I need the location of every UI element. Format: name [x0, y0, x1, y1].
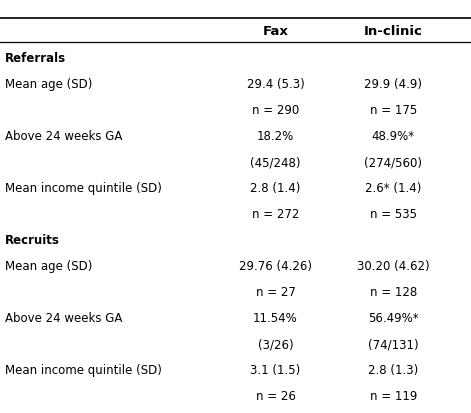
Text: (45/248): (45/248) [250, 156, 301, 169]
Text: n = 119: n = 119 [370, 389, 417, 402]
Text: n = 175: n = 175 [370, 104, 417, 117]
Text: Above 24 weeks GA: Above 24 weeks GA [5, 311, 122, 325]
Text: 48.9%*: 48.9%* [372, 130, 415, 143]
Text: Recruits: Recruits [5, 234, 60, 247]
Text: (3/26): (3/26) [258, 337, 293, 351]
Text: Above 24 weeks GA: Above 24 weeks GA [5, 130, 122, 143]
Text: n = 27: n = 27 [256, 285, 295, 299]
Text: 29.9 (4.9): 29.9 (4.9) [364, 78, 422, 91]
Text: Fax: Fax [263, 24, 288, 38]
Text: In-clinic: In-clinic [364, 24, 423, 38]
Text: 30.20 (4.62): 30.20 (4.62) [357, 260, 430, 273]
Text: n = 272: n = 272 [252, 208, 299, 221]
Text: 18.2%: 18.2% [257, 130, 294, 143]
Text: 3.1 (1.5): 3.1 (1.5) [251, 363, 300, 376]
Text: 56.49%*: 56.49%* [368, 311, 419, 325]
Text: 2.6* (1.4): 2.6* (1.4) [365, 182, 422, 195]
Text: (74/131): (74/131) [368, 337, 419, 351]
Text: n = 128: n = 128 [370, 285, 417, 299]
Text: Mean income quintile (SD): Mean income quintile (SD) [5, 182, 162, 195]
Text: (274/560): (274/560) [364, 156, 422, 169]
Text: n = 290: n = 290 [252, 104, 299, 117]
Text: Mean income quintile (SD): Mean income quintile (SD) [5, 363, 162, 376]
Text: 11.54%: 11.54% [253, 311, 298, 325]
Text: 2.8 (1.3): 2.8 (1.3) [368, 363, 418, 376]
Text: Mean age (SD): Mean age (SD) [5, 78, 92, 91]
Text: n = 535: n = 535 [370, 208, 417, 221]
Text: 2.8 (1.4): 2.8 (1.4) [251, 182, 300, 195]
Text: n = 26: n = 26 [256, 389, 295, 402]
Text: 29.76 (4.26): 29.76 (4.26) [239, 260, 312, 273]
Text: Mean age (SD): Mean age (SD) [5, 260, 92, 273]
Text: Referrals: Referrals [5, 52, 66, 65]
Text: 29.4 (5.3): 29.4 (5.3) [247, 78, 304, 91]
